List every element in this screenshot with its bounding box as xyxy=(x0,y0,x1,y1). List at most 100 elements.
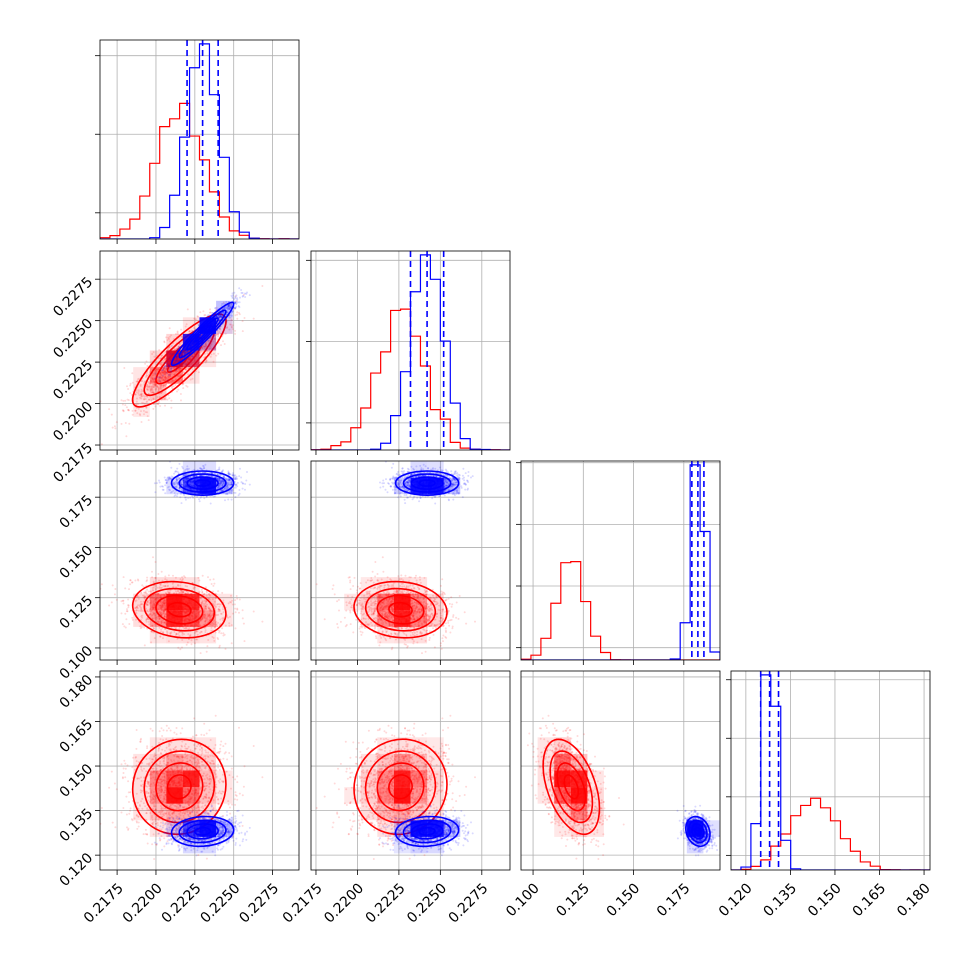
sample-point xyxy=(226,307,229,310)
sample-point xyxy=(169,372,172,375)
sample-point xyxy=(206,615,209,618)
sample-point xyxy=(135,599,138,602)
sample-point xyxy=(168,374,171,377)
sample-point xyxy=(129,583,132,586)
sample-point xyxy=(180,353,183,356)
sample-point xyxy=(178,364,181,366)
sample-point xyxy=(140,388,143,391)
sample-point xyxy=(187,633,190,636)
sample-point xyxy=(232,294,234,297)
sample-point xyxy=(212,340,215,343)
sample-point xyxy=(164,365,167,367)
sample-point xyxy=(242,622,245,625)
sample-point xyxy=(176,333,179,335)
sample-point xyxy=(160,377,163,380)
sample-point xyxy=(165,336,168,339)
sample-point xyxy=(140,393,143,395)
sample-point xyxy=(235,294,238,297)
sample-point xyxy=(165,377,168,380)
sample-point xyxy=(176,370,179,373)
histogram-red-p2 xyxy=(521,560,720,660)
sample-point xyxy=(169,373,172,376)
sample-point xyxy=(170,386,173,389)
sample-point xyxy=(121,599,124,602)
contour-blue-0 xyxy=(194,325,212,343)
sample-point xyxy=(183,633,186,636)
sample-point xyxy=(180,353,183,356)
sample-point xyxy=(155,370,158,373)
sample-point xyxy=(204,361,207,364)
sample-point xyxy=(204,342,207,344)
sample-point xyxy=(238,313,241,316)
sample-point xyxy=(163,367,166,369)
sample-point xyxy=(201,591,204,594)
sample-point xyxy=(229,307,232,309)
sample-point xyxy=(124,612,127,615)
sample-point xyxy=(143,644,146,647)
sample-point xyxy=(244,292,246,295)
sample-point xyxy=(155,402,158,405)
sample-point xyxy=(222,611,225,614)
sample-point xyxy=(209,612,212,615)
sample-point xyxy=(164,370,167,373)
sample-point xyxy=(185,384,188,387)
sample-point xyxy=(165,371,168,374)
sample-point xyxy=(179,393,182,395)
sample-point xyxy=(184,350,187,353)
sample-point xyxy=(198,579,201,582)
sample-point xyxy=(219,315,222,318)
sample-point xyxy=(152,386,155,389)
sample-point xyxy=(134,393,137,396)
sample-point xyxy=(153,383,156,386)
sample-point xyxy=(180,353,183,356)
sample-point xyxy=(127,598,130,601)
sample-point xyxy=(203,608,206,611)
sample-point xyxy=(175,369,178,372)
sample-point xyxy=(227,307,230,310)
sample-point xyxy=(178,379,181,382)
sample-point xyxy=(200,334,203,336)
sample-point xyxy=(208,350,210,353)
sample-point xyxy=(162,379,165,382)
sample-point xyxy=(230,325,233,328)
sample-point xyxy=(141,584,144,587)
sample-point xyxy=(234,301,237,304)
sample-point xyxy=(236,608,239,611)
sample-point xyxy=(205,345,208,348)
sample-point xyxy=(153,403,156,406)
sample-point xyxy=(153,612,156,615)
sample-point xyxy=(143,381,146,384)
sample-point xyxy=(128,623,131,625)
sample-point xyxy=(140,397,143,400)
sample-point xyxy=(175,366,178,369)
sample-point xyxy=(201,347,204,349)
sample-point xyxy=(241,292,244,294)
sample-point xyxy=(176,330,179,333)
sample-point xyxy=(226,305,229,308)
sample-point xyxy=(162,367,165,370)
sample-point xyxy=(193,586,196,589)
sample-point xyxy=(153,385,155,388)
sample-point xyxy=(146,385,149,388)
sample-point xyxy=(140,380,143,383)
sample-point xyxy=(203,603,206,606)
sample-point xyxy=(142,402,145,405)
sample-point xyxy=(231,326,234,329)
sample-point xyxy=(157,378,160,381)
sample-point xyxy=(159,381,162,383)
sample-point xyxy=(130,581,133,584)
sample-point xyxy=(140,390,143,393)
sample-point xyxy=(145,620,148,623)
sample-point xyxy=(223,312,225,314)
sample-point xyxy=(213,337,215,340)
sample-point xyxy=(169,374,171,377)
sample-point xyxy=(220,313,223,316)
sample-point xyxy=(172,352,175,355)
sample-point xyxy=(160,384,162,387)
sample-point xyxy=(210,353,213,356)
sample-point xyxy=(212,578,215,581)
sample-point xyxy=(142,409,145,412)
sample-point xyxy=(219,315,222,318)
sample-point xyxy=(141,393,144,395)
sample-point xyxy=(161,372,164,375)
